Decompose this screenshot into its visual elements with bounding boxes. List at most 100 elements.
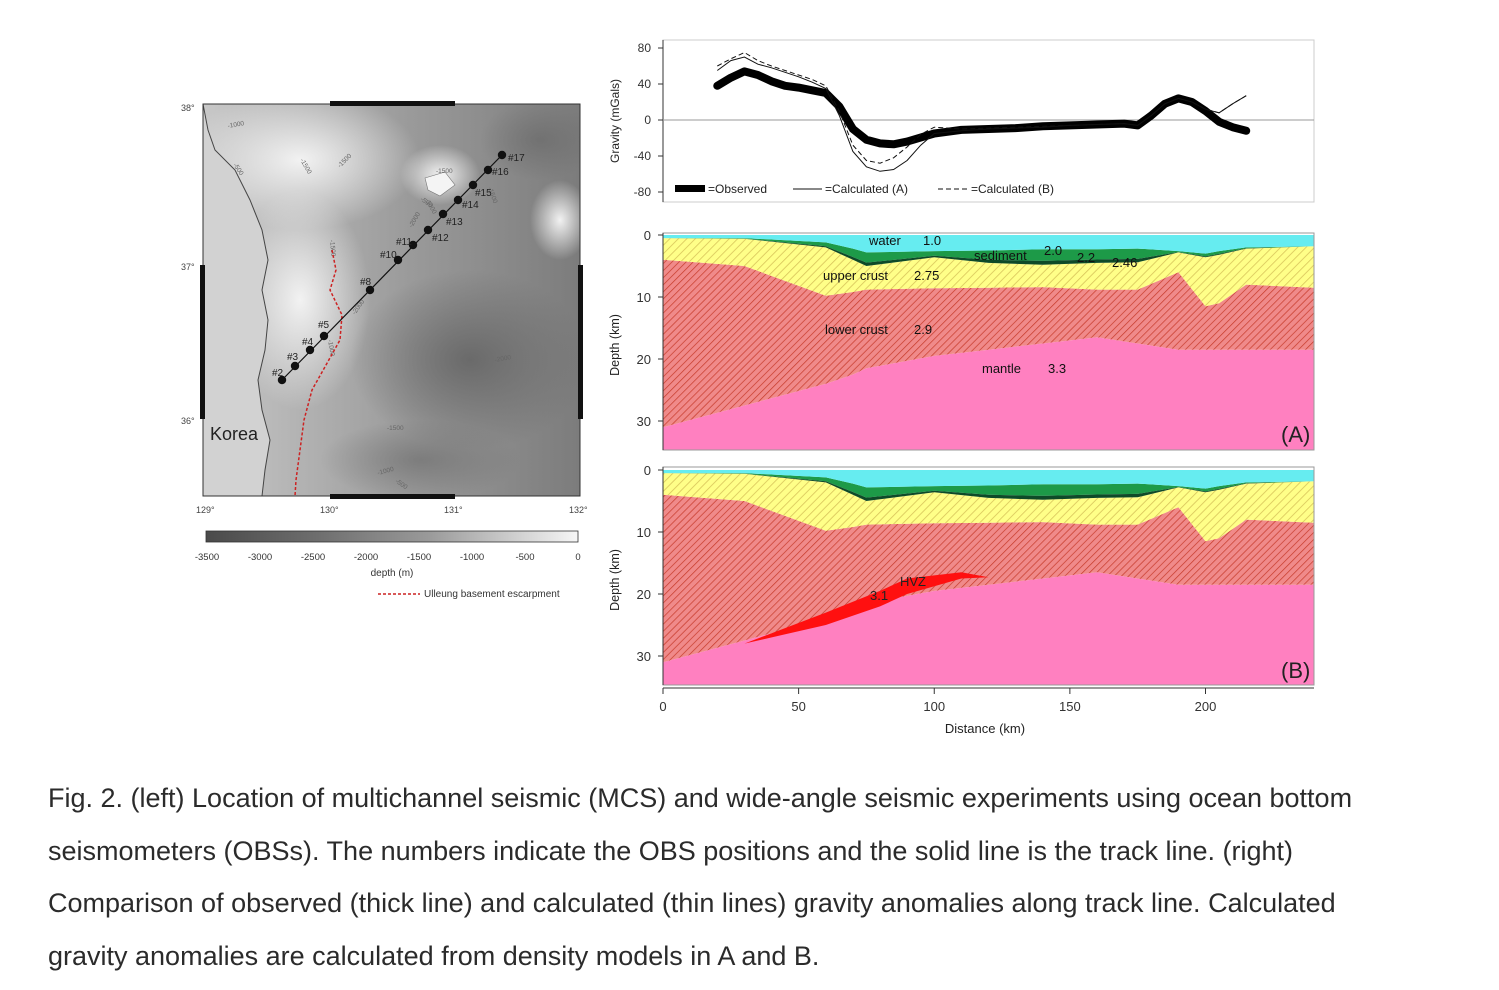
panel-b-label: (B) bbox=[1281, 658, 1310, 683]
station-label: #8 bbox=[360, 277, 372, 288]
contour-label: -1500 bbox=[328, 240, 336, 258]
label-sediment-2-0: 2.0 bbox=[1044, 243, 1062, 258]
lat-label: 36° bbox=[181, 416, 195, 426]
density-model-b: 0 10 20 30 Depth (km) 3.1 HVZ (B) 0 50 100 150… bbox=[608, 463, 1315, 736]
x-axis-ticks: 0 50 100 150 200 bbox=[659, 688, 1216, 714]
gravity-y-ticks: 80 40 0 -40 -80 bbox=[634, 41, 663, 199]
label-sediment-2-2: 2.2 bbox=[1077, 250, 1095, 265]
y-tick-label: 30 bbox=[637, 414, 651, 429]
station-label: #2 bbox=[272, 368, 284, 379]
label-sediment: sediment bbox=[974, 248, 1027, 263]
legend-swatch-observed bbox=[675, 185, 705, 192]
gravity-chart: 80 40 0 -40 -80 Gravity (mGals) =Observed =C… bbox=[608, 39, 1315, 203]
contour-label: -2000 bbox=[494, 354, 512, 364]
station-label: #14 bbox=[462, 200, 479, 211]
y-tick-label: 10 bbox=[637, 525, 651, 540]
x-tick-label: 100 bbox=[923, 699, 945, 714]
label-upper-crust: upper crust bbox=[823, 268, 888, 283]
y-tick-label: 80 bbox=[638, 41, 652, 55]
label-lower-crust: lower crust bbox=[825, 322, 888, 337]
series-calculated-b bbox=[717, 51, 1247, 164]
lat-label: 37° bbox=[181, 262, 195, 272]
caption-line: seismometers (OBSs). The numbers indicat… bbox=[48, 835, 1294, 866]
colorbar-tick: -500 bbox=[515, 552, 534, 563]
layer-water bbox=[663, 235, 1314, 254]
layer-sediment-2-0 bbox=[663, 238, 1314, 263]
colorbar-tick: -3000 bbox=[248, 552, 272, 563]
station-label: #15 bbox=[475, 188, 492, 199]
station-label: #5 bbox=[318, 320, 330, 331]
colorbar-tick: -2000 bbox=[354, 552, 378, 563]
station-label: #11 bbox=[396, 237, 412, 248]
label-lower-crust-density: 2.9 bbox=[914, 322, 932, 337]
y-tick-label: -80 bbox=[634, 185, 652, 199]
station-label: #13 bbox=[446, 217, 463, 228]
label-sediment-2-46: 2.46 bbox=[1112, 255, 1137, 270]
y-tick-label: 20 bbox=[637, 352, 651, 367]
model-a-y-ticks: 0 10 20 30 bbox=[637, 228, 663, 429]
density-model-a: 0 10 20 30 Depth (km) water 1.0 sediment 2.… bbox=[608, 228, 1315, 451]
figure-caption: Fig. 2. (left) Location of multichannel … bbox=[48, 772, 1452, 982]
layer-lower-crust bbox=[663, 494, 1314, 663]
y-tick-label: 20 bbox=[637, 587, 651, 602]
legend-calculated-b: =Calculated (B) bbox=[971, 182, 1054, 196]
station-label: #4 bbox=[302, 337, 314, 348]
track-line bbox=[281, 154, 503, 381]
label-hvz-density: 3.1 bbox=[870, 588, 888, 603]
caption-line: Fig. 2. (left) Location of multichannel … bbox=[48, 783, 1353, 813]
y-tick-label: 0 bbox=[644, 113, 651, 127]
colorbar-tick: -3500 bbox=[195, 552, 219, 563]
lon-label: 129° bbox=[196, 505, 215, 515]
lon-label: 132° bbox=[569, 505, 588, 515]
escarpment-legend-label: Ulleung basement escarpment bbox=[424, 589, 560, 600]
label-hvz: HVZ bbox=[900, 574, 926, 589]
contour-label: -1000 bbox=[377, 466, 395, 477]
region-label: Korea bbox=[210, 424, 259, 444]
y-tick-label: -40 bbox=[634, 149, 652, 163]
contour-label: -1000 bbox=[227, 120, 245, 130]
figure: -1000 -500 -1500 -1500 -1500 -1500 -1000… bbox=[181, 39, 1315, 736]
caption-line: gravity anomalies are calculated from de… bbox=[48, 940, 820, 971]
layer-water bbox=[663, 470, 1314, 489]
escarpment-line bbox=[294, 249, 343, 496]
x-tick-label: 50 bbox=[791, 699, 805, 714]
layer-mantle bbox=[663, 337, 1314, 450]
contour-label: -1500 bbox=[387, 425, 404, 432]
x-axis-label: Distance (km) bbox=[945, 721, 1025, 736]
station-label: #17 bbox=[508, 153, 525, 164]
y-tick-label: 0 bbox=[644, 463, 651, 478]
label-water: water bbox=[868, 233, 901, 248]
y-tick-label: 0 bbox=[644, 228, 651, 243]
layer-sediment-2-46 bbox=[663, 238, 1314, 266]
station-label: #3 bbox=[287, 352, 299, 363]
layer-upper-crust bbox=[663, 473, 1314, 542]
colorbar-tick: -1000 bbox=[460, 552, 484, 563]
layer-sediment bbox=[663, 473, 1314, 498]
model-b-y-label: Depth (km) bbox=[608, 549, 622, 611]
legend-calculated-a: =Calculated (A) bbox=[825, 182, 908, 196]
y-tick-label: 40 bbox=[638, 77, 652, 91]
station-label: #16 bbox=[492, 167, 509, 178]
x-tick-label: 200 bbox=[1195, 699, 1217, 714]
lon-label: 130° bbox=[320, 505, 339, 515]
location-map: -1000 -500 -1500 -1500 -1500 -1500 -1000… bbox=[181, 101, 588, 600]
gravity-y-label: Gravity (mGals) bbox=[608, 79, 622, 163]
caption-line: Comparison of observed (thick line) and … bbox=[48, 888, 1336, 918]
colorbar-tick: -1500 bbox=[407, 552, 431, 563]
lon-label: 131° bbox=[444, 505, 463, 515]
model-a-y-label: Depth (km) bbox=[608, 314, 622, 376]
lat-label: 38° bbox=[181, 103, 195, 113]
gravity-legend: =Observed =Calculated (A) =Calculated (B… bbox=[675, 182, 1054, 196]
label-mantle: mantle bbox=[982, 361, 1021, 376]
colorbar-tick: 0 bbox=[575, 552, 580, 563]
y-tick-label: 30 bbox=[637, 649, 651, 664]
depth-colorbar: -3500 -3000 -2500 -2000 -1500 -1000 -500… bbox=[195, 530, 581, 579]
legend-observed: =Observed bbox=[708, 182, 767, 196]
station-label: #12 bbox=[432, 233, 449, 244]
colorbar-label: depth (m) bbox=[371, 568, 414, 579]
label-upper-crust-density: 2.75 bbox=[914, 268, 939, 283]
x-tick-label: 150 bbox=[1059, 699, 1081, 714]
layer-sediment-deep bbox=[663, 473, 1314, 501]
layer-lower-crust bbox=[663, 259, 1314, 428]
layer-hvz bbox=[744, 572, 989, 644]
